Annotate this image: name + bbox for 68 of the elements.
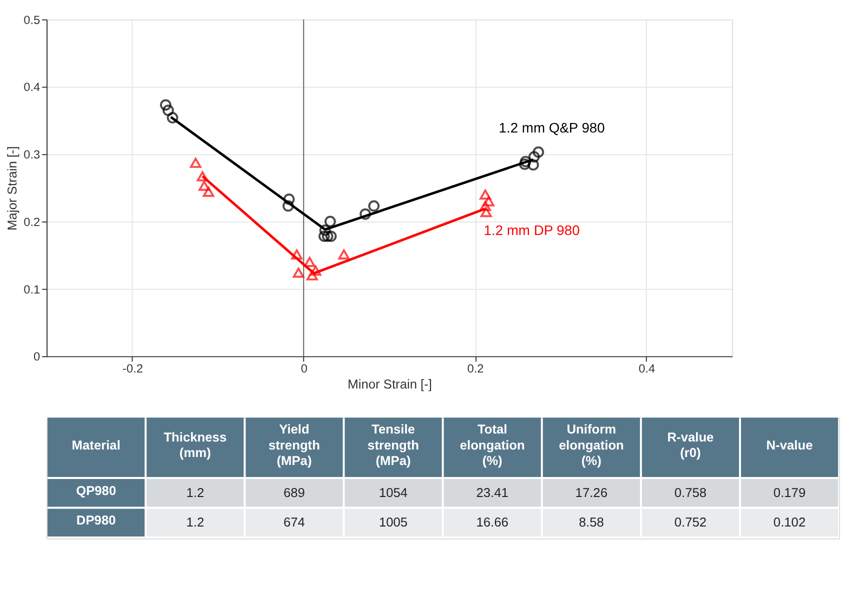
point bbox=[166, 112, 178, 124]
category-label: Uniform elongation (%) bbox=[558, 421, 624, 468]
point bbox=[324, 216, 336, 228]
category-label: Total elongation (%) bbox=[460, 421, 525, 468]
point bbox=[202, 186, 214, 197]
category-label: Tensile strength (MPa) bbox=[368, 421, 420, 468]
text: 1054 bbox=[378, 484, 408, 500]
point bbox=[190, 158, 202, 168]
x-tick-label: -0.2 bbox=[122, 362, 143, 376]
text: 0.758 bbox=[674, 484, 707, 500]
point bbox=[310, 266, 322, 276]
point bbox=[368, 200, 380, 212]
category-label: Thickness (mm) bbox=[164, 429, 227, 460]
series-label: 1.2 mm Q&P 980 bbox=[498, 119, 606, 136]
text: 1.2 bbox=[186, 514, 204, 530]
y-axis-title: Major Strain [-] bbox=[4, 146, 20, 230]
point bbox=[480, 189, 491, 200]
point bbox=[198, 180, 210, 191]
category-label: N-value bbox=[766, 437, 813, 452]
point bbox=[304, 256, 316, 267]
y-tick-label: 0 bbox=[34, 350, 41, 364]
series-label: 1.2 mm DP 980 bbox=[484, 222, 580, 238]
point bbox=[306, 270, 318, 280]
point bbox=[196, 171, 208, 182]
point bbox=[322, 230, 334, 242]
point bbox=[480, 200, 491, 212]
y-tick-label: 0.4 bbox=[24, 80, 41, 94]
text: 1.2 bbox=[186, 484, 204, 500]
text: 689 bbox=[283, 484, 305, 500]
text: 674 bbox=[283, 514, 305, 530]
text: QP980 bbox=[76, 482, 116, 498]
text: DP980 bbox=[76, 512, 116, 528]
point bbox=[318, 230, 330, 242]
point bbox=[483, 196, 494, 206]
x-tick-label: 0.2 bbox=[467, 362, 484, 376]
point bbox=[282, 200, 294, 212]
text: 0.179 bbox=[773, 484, 806, 500]
point bbox=[532, 146, 544, 158]
y-tick-label: 0.3 bbox=[24, 148, 41, 162]
point bbox=[528, 151, 540, 162]
x-tick-label: 0 bbox=[300, 362, 308, 376]
y-tick-label: 0.5 bbox=[24, 12, 41, 27]
text: 0.752 bbox=[674, 514, 707, 530]
category-label: R-value (r0) bbox=[667, 429, 714, 460]
point bbox=[519, 158, 530, 170]
point bbox=[528, 159, 539, 171]
point bbox=[160, 99, 172, 111]
x-tick-label: 0.4 bbox=[638, 362, 656, 376]
text: 16.66 bbox=[476, 514, 508, 530]
point bbox=[292, 268, 304, 278]
point bbox=[162, 104, 174, 116]
text: 8.58 bbox=[578, 514, 604, 530]
category-label: Material bbox=[72, 437, 120, 452]
point bbox=[325, 230, 337, 242]
point bbox=[360, 208, 372, 220]
y-tick-label: 0.2 bbox=[24, 214, 40, 229]
point bbox=[283, 194, 295, 205]
category-label: Yield strength (MPa) bbox=[268, 421, 320, 468]
y-tick-label: 0.1 bbox=[24, 282, 41, 296]
text: 23.41 bbox=[476, 484, 508, 500]
point bbox=[319, 224, 331, 236]
x-axis-title: Minor Strain [-] bbox=[348, 376, 432, 392]
text: 1005 bbox=[378, 514, 408, 530]
text: 17.26 bbox=[575, 484, 608, 500]
point bbox=[291, 249, 302, 260]
point bbox=[480, 206, 492, 218]
text: 0.102 bbox=[773, 514, 806, 530]
point bbox=[338, 249, 350, 260]
